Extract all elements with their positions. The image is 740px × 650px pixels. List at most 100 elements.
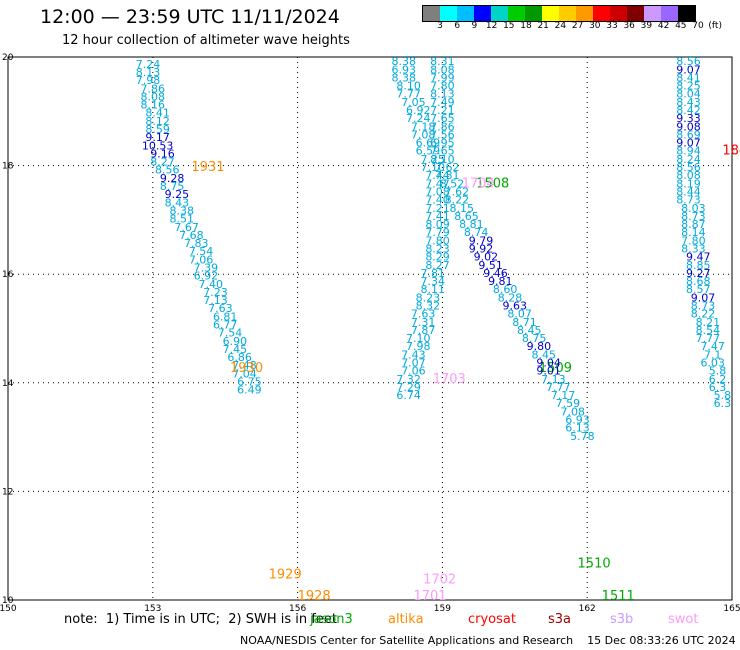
color-scale-legend (422, 5, 696, 22)
wave-height-point: 8.10 (430, 153, 455, 166)
wave-height-point: 6.2 (709, 373, 727, 386)
wave-height-point: 8.69 (676, 128, 701, 141)
lon-tick-label: 150 (0, 604, 17, 614)
wave-height-point: 7.24 (136, 58, 161, 71)
wave-height-point: 8.56 (676, 55, 701, 68)
lat-tick-label: 20 (2, 53, 14, 63)
wave-height-point: 8.75 (160, 180, 185, 193)
wave-height-point: 7.06 (401, 365, 426, 378)
wave-height-point: 7.48 (232, 359, 257, 372)
wave-height-point: 8.56 (676, 161, 701, 174)
legend-label: 36 (623, 21, 635, 31)
wave-height-point: 8.29 (425, 251, 450, 264)
wave-height-point: 7.40 (198, 278, 223, 291)
legend-label: 27 (571, 21, 584, 31)
legend-swatch (678, 6, 695, 21)
wave-height-point: 7.81 (435, 169, 460, 182)
wave-height-point: 7.13 (541, 373, 566, 386)
lat-tick-label: 16 (2, 270, 14, 280)
pass-label: 1929 (269, 567, 302, 582)
wave-height-point: 8.21 (696, 316, 721, 329)
wave-height-point: 7.86 (430, 120, 455, 133)
satellite-label: altika (388, 612, 424, 627)
pass-label: 1928 (298, 589, 331, 604)
wave-height-point: 7.63 (208, 302, 233, 315)
wave-height-point: 7.98 (406, 340, 431, 353)
wave-height-point: 8.41 (676, 71, 701, 84)
wave-height-point: 8.19 (676, 177, 701, 190)
wave-height-point: 8.45 (517, 324, 542, 337)
wave-height-point: 7.1 (704, 348, 722, 361)
pass-label: 1703 (433, 372, 466, 387)
wave-height-point: 7.62 (435, 161, 460, 174)
lon-tick-label: 162 (579, 604, 596, 614)
lat-tick-label: 10 (2, 596, 14, 606)
legend-swatch (508, 6, 525, 21)
wave-height-point: 9.02 (474, 251, 499, 264)
lon-tick-label: 159 (434, 604, 451, 614)
wave-height-point: 8.44 (676, 185, 701, 198)
wave-height-point: 7.54 (218, 327, 243, 340)
wave-height-point: 6.81 (213, 310, 238, 323)
wave-height-point: 7.17 (551, 389, 576, 402)
wave-height-point: 9.28 (160, 172, 185, 185)
legend-swatch (661, 6, 678, 21)
legend-swatch (559, 6, 576, 21)
wave-height-point: 8.73 (691, 299, 716, 312)
wave-height-point: 9.46 (483, 267, 508, 280)
wave-height-point: 7.47 (425, 177, 450, 190)
wave-height-point: 9.51 (478, 259, 503, 272)
legend-swatch (440, 6, 457, 21)
legend-swatch (525, 6, 542, 21)
wave-height-point: 7.21 (430, 104, 455, 117)
wave-height-point: 8.43 (165, 196, 190, 209)
wave-height-point: 7.79 (425, 226, 450, 239)
wave-height-point: 6.75 (237, 376, 262, 389)
wave-height-point: 9.79 (469, 234, 494, 247)
wave-height-point: 8.81 (459, 218, 484, 231)
legend-label: 18 (520, 21, 532, 31)
legend-label: 30 (589, 21, 601, 31)
wave-height-point: 9.81 (488, 275, 513, 288)
legend-swatch (576, 6, 593, 21)
pass-label: 1509 (539, 361, 572, 376)
legend-swatch (423, 6, 440, 21)
wave-height-point: 8.32 (416, 299, 441, 312)
pass-label: 1508 (476, 176, 509, 191)
wave-height-point: 5.8 (709, 365, 727, 378)
wave-height-point: 8.13 (430, 88, 455, 101)
wave-height-point: 7.07 (401, 357, 426, 370)
wave-height-point: 6.86 (227, 351, 252, 364)
wave-height-point: 7.77 (696, 332, 721, 345)
wave-height-point: 8.38 (392, 55, 417, 68)
wave-height-point: 8.23 (425, 242, 450, 255)
wave-height-point: 8.54 (696, 324, 721, 337)
wave-height-point: 7.45 (223, 343, 248, 356)
wave-height-point: 9.47 (686, 251, 711, 264)
wave-height-point: 7.44 (425, 169, 450, 182)
wave-height-point: 6.69 (416, 137, 441, 150)
wave-height-point: 8.56 (155, 164, 180, 177)
legend-label: (ft) (708, 21, 722, 31)
wave-height-point: 7.40 (425, 194, 450, 207)
legend-label: 39 (640, 21, 653, 31)
wave-height-point: 7.34 (420, 275, 445, 288)
lat-tick-label: 14 (2, 379, 14, 389)
legend-label: 21 (537, 21, 549, 31)
legend-swatch (491, 6, 508, 21)
wave-height-point: 8.04 (676, 88, 701, 101)
pass-label: 1511 (602, 589, 635, 604)
wave-height-point: 7.21 (425, 202, 450, 215)
legend-label: 6 (454, 21, 461, 31)
pass-label: 1510 (578, 556, 611, 571)
wave-height-point: 5.78 (570, 430, 595, 443)
legend-swatch (457, 6, 474, 21)
wave-height-point: 7.87 (411, 324, 436, 337)
wave-height-point: 10.53 (142, 139, 174, 152)
pass-label: 1704 (462, 176, 495, 191)
wave-height-point: 8.23 (416, 291, 441, 304)
wave-height-point: 7.80 (425, 234, 450, 247)
wave-height-point: 6.03 (700, 357, 725, 370)
wave-height-point: 7.43 (401, 348, 426, 361)
